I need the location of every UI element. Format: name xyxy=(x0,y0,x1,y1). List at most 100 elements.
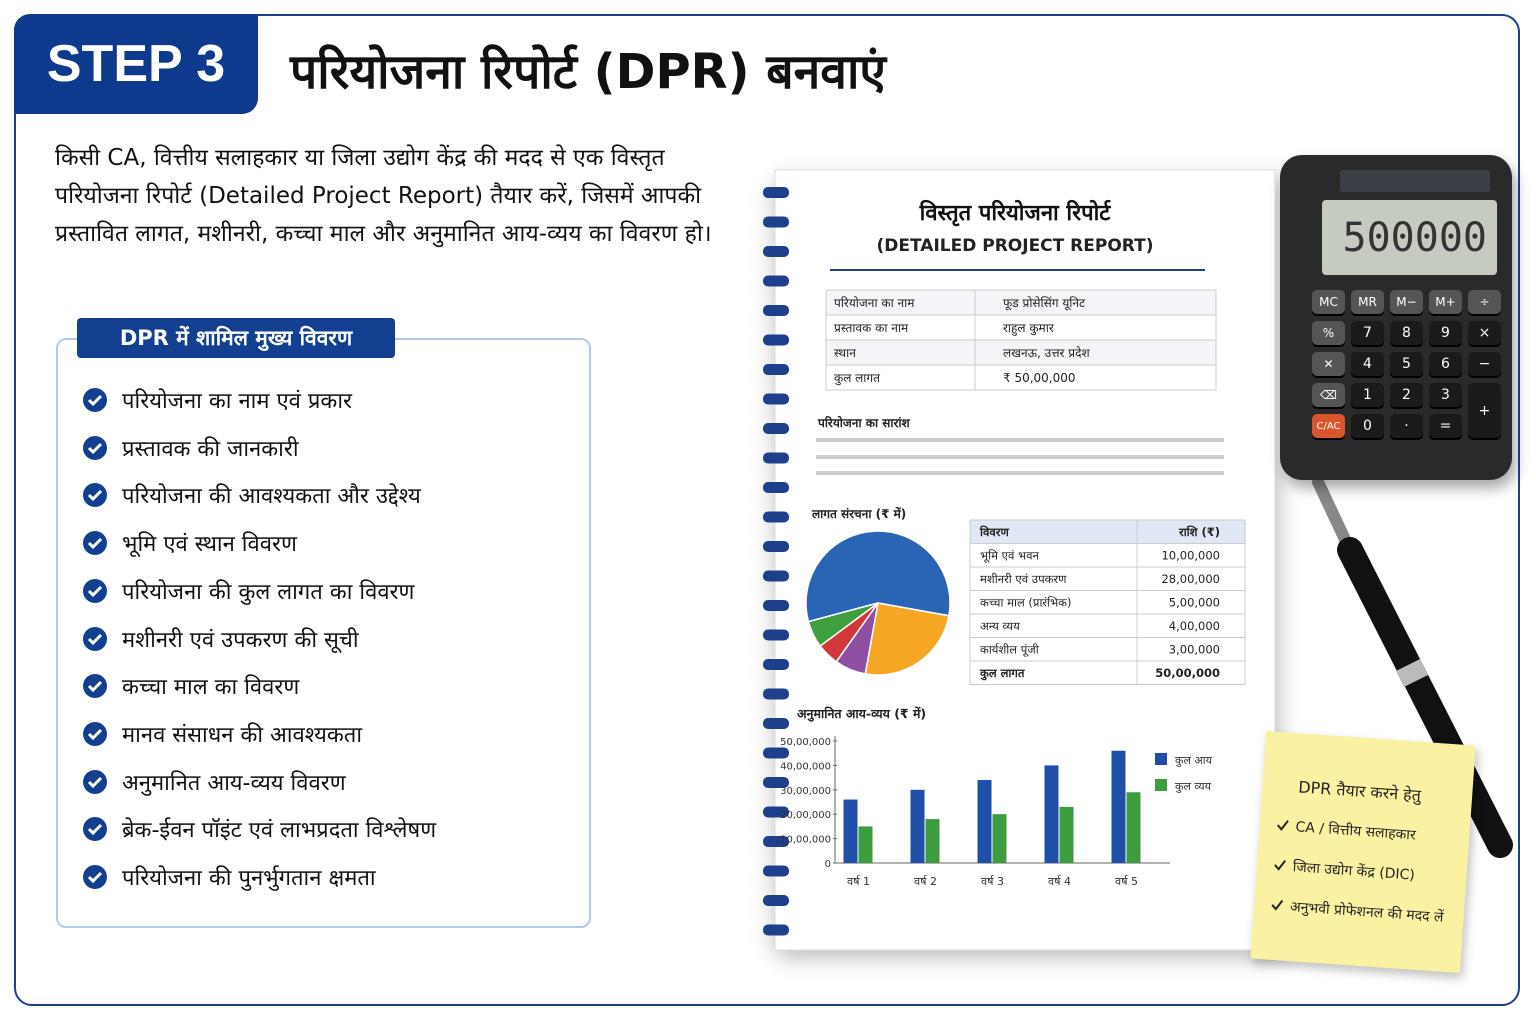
check-icon xyxy=(83,817,107,842)
calculator-key: 5 xyxy=(1390,352,1423,376)
check-mark xyxy=(87,585,103,597)
spiral-ring xyxy=(763,364,789,375)
detail-item: प्रस्तावक की जानकारी xyxy=(122,436,299,462)
calculator-key: = xyxy=(1429,414,1462,438)
cost-cell: मशीनरी एवं उपकरण xyxy=(980,572,1067,586)
legend-label: कुल आय xyxy=(1175,754,1213,767)
cost-cell: विवरण xyxy=(979,525,1009,539)
spiral-ring xyxy=(763,865,789,877)
pie-slice xyxy=(805,530,951,623)
calculator-key: 2 xyxy=(1390,383,1423,407)
note-item: CA / वित्तीय सलाहकार xyxy=(1295,819,1417,844)
check-mark xyxy=(87,728,103,741)
spiral-ring xyxy=(763,187,789,198)
pie-slice xyxy=(864,602,950,676)
frame xyxy=(14,14,1520,1006)
info-cell: कुल लागत xyxy=(834,371,881,386)
calculator-key: × xyxy=(1468,321,1501,345)
x-tick-label: वर्ष 5 xyxy=(1115,875,1138,888)
pen xyxy=(1312,476,1513,858)
detail-item: अनुमानित आय-व्यय विवरण xyxy=(122,770,346,796)
bar xyxy=(1126,792,1141,863)
calculator-key: + xyxy=(1468,383,1501,438)
check-icon xyxy=(83,865,107,889)
calculator-key: ⌫ xyxy=(1312,383,1345,407)
y-tick-label: 40,00,000 xyxy=(780,761,831,772)
spiral-ring xyxy=(763,924,789,936)
calculator-key: 3 xyxy=(1429,383,1462,407)
x-tick-label: वर्ष 4 xyxy=(1048,875,1071,888)
calculator-key: 8 xyxy=(1390,321,1423,345)
detail-item: मशीनरी एवं उपकरण की सूची xyxy=(122,627,359,653)
pen-body xyxy=(1337,537,1513,858)
calculator-display: 500000 xyxy=(1322,200,1497,275)
detail-item: ब्रेक-ईवन पॉइंट एवं लाभप्रदता विश्लेषण xyxy=(122,818,437,844)
spiral-ring xyxy=(763,777,789,788)
note-check-mark xyxy=(1271,899,1284,911)
check-mark xyxy=(87,394,103,407)
x-tick-label: वर्ष 1 xyxy=(847,875,870,888)
info-cell: राहुल कुमार xyxy=(1003,321,1055,336)
y-tick-label: 50,00,000 xyxy=(780,737,831,748)
detail-item: मानव संसाधन की आवश्यकता xyxy=(122,722,363,748)
check-icon xyxy=(83,721,107,746)
y-tick-label: 30,00,000 xyxy=(780,786,831,797)
legend-swatch xyxy=(1155,753,1167,765)
page-title: परियोजना रिपोर्ट (DPR) बनवाएं xyxy=(290,44,886,100)
info-cell: स्थान xyxy=(834,346,856,360)
cost-cell: कच्चा माल (प्रारंभिक) xyxy=(980,596,1072,610)
calculator-key: % xyxy=(1312,321,1345,345)
spiral-ring xyxy=(763,393,789,405)
note-item: जिला उद्योग केंद्र (DIC) xyxy=(1292,859,1416,884)
spiral-ring xyxy=(763,452,789,464)
calculator-key: · xyxy=(1390,414,1423,438)
check-icon xyxy=(83,483,107,508)
spiral-ring xyxy=(763,246,789,257)
note-title: DPR तैयार करने हेतु xyxy=(1297,777,1422,805)
bar xyxy=(1059,806,1074,863)
bar xyxy=(1111,750,1126,863)
info-row xyxy=(825,314,1217,341)
detail-item: परियोजना की आवश्यकता और उद्देश्य xyxy=(122,484,421,510)
pen-ring xyxy=(1395,658,1429,688)
bar xyxy=(843,799,858,863)
spiral-ring xyxy=(763,275,789,287)
report-document: विस्तृत परियोजना रिपोर्ट (DETAILED PROJEC… xyxy=(763,169,1276,951)
calculator-key: 6 xyxy=(1429,352,1462,376)
pie-slice xyxy=(807,602,879,647)
calculator-key: ÷ xyxy=(1468,290,1501,314)
spiral-ring xyxy=(763,718,789,729)
detail-item: परियोजना की पुनर्भुगतान क्षमता xyxy=(122,866,376,891)
cost-cell: भूमि एवं भवन xyxy=(980,549,1039,564)
calculator-key: 0 xyxy=(1351,414,1384,438)
bar xyxy=(992,814,1007,863)
intro-line: प्रस्तावित लागत, मशीनरी, कच्चा माल और अन… xyxy=(55,221,712,247)
check-mark xyxy=(87,442,103,454)
cost-row xyxy=(969,660,1246,685)
sticky-note: DPR तैयार करने हेतु CA / वित्तीय सलाहकार… xyxy=(1250,730,1476,974)
spiral-ring xyxy=(763,836,789,847)
info-cell: प्रस्तावक का नाम xyxy=(834,321,909,335)
cost-title: लागत संरचना (₹ में) xyxy=(811,507,906,521)
spiral-ring xyxy=(763,806,789,818)
intro-line: किसी CA, वित्तीय सलाहकार या जिला उद्योग … xyxy=(55,145,665,171)
cost-cell: 28,00,000 xyxy=(1161,572,1220,586)
spiral-ring xyxy=(763,305,789,316)
detail-item: कच्चा माल का विवरण xyxy=(122,675,300,701)
calculator-key: C/AC xyxy=(1312,414,1345,438)
y-tick-label: 20,00,000 xyxy=(780,810,831,821)
bar xyxy=(925,819,940,863)
check-mark xyxy=(87,633,103,645)
cost-cell: 50,00,000 xyxy=(1155,666,1220,680)
note-check-mark xyxy=(1274,859,1287,871)
check-icon xyxy=(83,578,107,603)
intro-line: परियोजना रिपोर्ट (Detailed Project Repor… xyxy=(55,183,702,209)
check-icon xyxy=(83,531,107,556)
cost-cell: राशि (₹) xyxy=(1178,525,1220,539)
note-check xyxy=(1276,820,1289,831)
calculator-key: 7 xyxy=(1351,321,1384,345)
spiral-ring xyxy=(763,688,789,700)
check-icon xyxy=(83,769,107,794)
y-tick-label: 10,00,000 xyxy=(780,835,831,846)
